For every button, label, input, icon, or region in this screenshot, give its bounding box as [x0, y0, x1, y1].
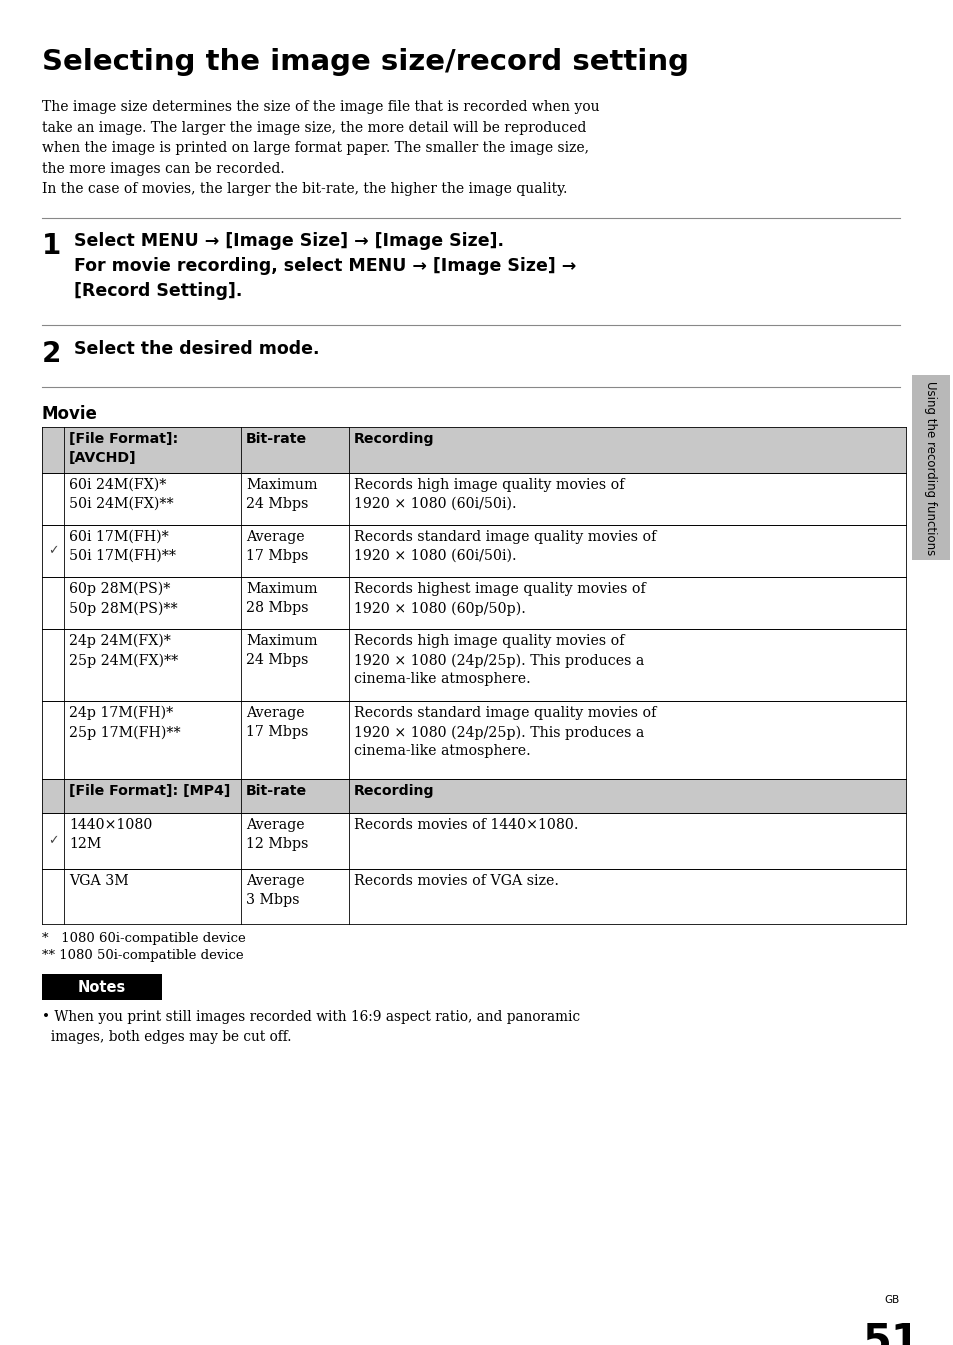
Bar: [42, 525, 905, 577]
Text: ** 1080 50i-compatible device: ** 1080 50i-compatible device: [42, 950, 243, 962]
Text: 24p 17M(FH)*
25p 17M(FH)**: 24p 17M(FH)* 25p 17M(FH)**: [69, 706, 180, 740]
Text: Maximum
24 Mbps: Maximum 24 Mbps: [246, 633, 317, 667]
Text: Records movies of 1440×1080.: Records movies of 1440×1080.: [354, 818, 578, 833]
Text: [File Format]:
[AVCHD]: [File Format]: [AVCHD]: [69, 432, 178, 465]
Text: ✓: ✓: [48, 545, 58, 557]
Text: 1: 1: [42, 231, 61, 260]
Bar: [42, 577, 905, 629]
Text: ✓: ✓: [48, 834, 58, 847]
Text: 60i 17M(FH)*
50i 17M(FH)**: 60i 17M(FH)* 50i 17M(FH)**: [69, 530, 175, 564]
Text: 60p 28M(PS)*
50p 28M(PS)**: 60p 28M(PS)* 50p 28M(PS)**: [69, 582, 177, 616]
Text: Average
3 Mbps: Average 3 Mbps: [246, 874, 304, 907]
Bar: [42, 701, 905, 779]
Text: Records high image quality movies of
1920 × 1080 (24p/25p). This produces a
cine: Records high image quality movies of 192…: [354, 633, 643, 686]
Text: 2: 2: [42, 340, 61, 369]
Text: Movie: Movie: [42, 405, 98, 422]
Text: Recording: Recording: [354, 432, 435, 447]
Text: Records movies of VGA size.: Records movies of VGA size.: [354, 874, 558, 888]
Text: Average
17 Mbps: Average 17 Mbps: [246, 530, 308, 564]
Bar: [42, 779, 905, 812]
Text: Select the desired mode.: Select the desired mode.: [74, 340, 319, 358]
Text: Notes: Notes: [78, 979, 126, 994]
Text: Recording: Recording: [354, 784, 435, 798]
Text: Average
12 Mbps: Average 12 Mbps: [246, 818, 308, 851]
Text: 24p 24M(FX)*
25p 24M(FX)**: 24p 24M(FX)* 25p 24M(FX)**: [69, 633, 178, 668]
Text: Bit-rate: Bit-rate: [246, 432, 307, 447]
Text: The image size determines the size of the image file that is recorded when you
t: The image size determines the size of th…: [42, 100, 599, 196]
Text: VGA 3M: VGA 3M: [69, 874, 129, 888]
Text: Records high image quality movies of
1920 × 1080 (60i/50i).: Records high image quality movies of 192…: [354, 477, 624, 511]
Bar: [42, 473, 905, 525]
Bar: [42, 974, 162, 999]
Text: Selecting the image size/record setting: Selecting the image size/record setting: [42, 48, 688, 77]
Bar: [42, 869, 905, 924]
Text: 60i 24M(FX)*
50i 24M(FX)**: 60i 24M(FX)* 50i 24M(FX)**: [69, 477, 173, 511]
Text: 51: 51: [862, 1319, 920, 1345]
Text: Records standard image quality movies of
1920 × 1080 (60i/50i).: Records standard image quality movies of…: [354, 530, 656, 564]
Text: Average
17 Mbps: Average 17 Mbps: [246, 706, 308, 738]
Text: 1440×1080
12M: 1440×1080 12M: [69, 818, 152, 851]
Text: • When you print still images recorded with 16:9 aspect ratio, and panoramic
  i: • When you print still images recorded w…: [42, 1010, 579, 1044]
Text: [File Format]: [MP4]: [File Format]: [MP4]: [69, 784, 230, 798]
Text: Maximum
28 Mbps: Maximum 28 Mbps: [246, 582, 317, 615]
Bar: [42, 426, 905, 473]
Text: GB: GB: [883, 1295, 899, 1305]
Bar: [42, 629, 905, 701]
Bar: [42, 812, 905, 869]
Text: Bit-rate: Bit-rate: [246, 784, 307, 798]
Text: Records highest image quality movies of
1920 × 1080 (60p/50p).: Records highest image quality movies of …: [354, 582, 645, 616]
Text: *   1080 60i-compatible device: * 1080 60i-compatible device: [42, 932, 246, 946]
Text: Records standard image quality movies of
1920 × 1080 (24p/25p). This produces a
: Records standard image quality movies of…: [354, 706, 656, 759]
Text: Maximum
24 Mbps: Maximum 24 Mbps: [246, 477, 317, 511]
Text: Using the recording functions: Using the recording functions: [923, 381, 937, 555]
Bar: [911, 375, 949, 560]
Text: Select MENU → [Image Size] → [Image Size].
For movie recording, select MENU → [I: Select MENU → [Image Size] → [Image Size…: [74, 231, 576, 300]
